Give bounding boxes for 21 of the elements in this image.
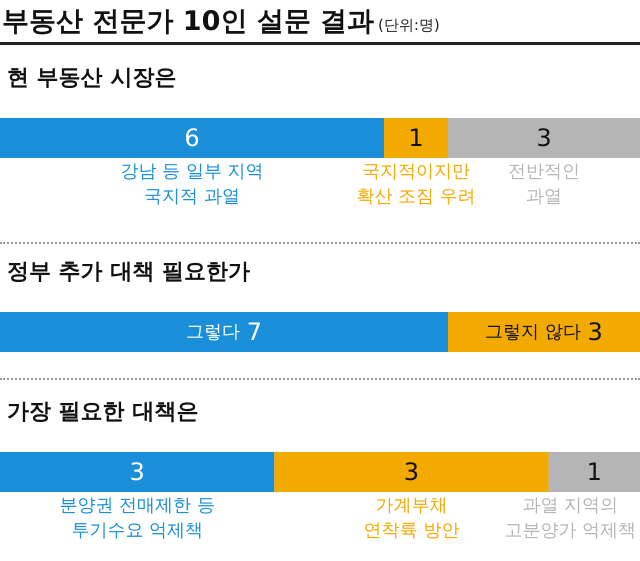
series-label: 강남 등 일부 지역 국지적 과열	[120, 161, 264, 207]
data-label: 3	[404, 458, 420, 486]
chart-title: 정부 추가 대책 필요한가	[7, 260, 250, 284]
data-label: 3	[130, 458, 145, 486]
data-label: 7	[246, 318, 262, 346]
series-label: 그렇다	[186, 322, 240, 342]
chart-title: 현 부동산 시장은	[7, 66, 176, 90]
data-label: 6	[184, 124, 200, 152]
series-label: 가계부채 연착륙 방안	[364, 495, 460, 541]
text: 부동산 전문가 10인 설문 결과	[2, 5, 374, 39]
data-label: 1	[408, 124, 424, 152]
data-label: 3	[536, 124, 552, 152]
text: (단위:명)	[378, 16, 440, 35]
series-label: 그렇지 않다	[485, 322, 581, 342]
series-label: 전반적인 과열	[508, 161, 580, 207]
series-label: 국지적이지만 확산 조짐 우려	[356, 161, 476, 207]
series-label: 과열 지역의 고분양가 억제책	[504, 495, 636, 541]
chart-title: 가장 필요한 대책은	[7, 400, 198, 424]
data-label: 1	[586, 458, 602, 486]
series-label: 분양권 전매제한 등 투기수요 억제책	[59, 495, 215, 541]
data-label: 3	[588, 318, 603, 346]
